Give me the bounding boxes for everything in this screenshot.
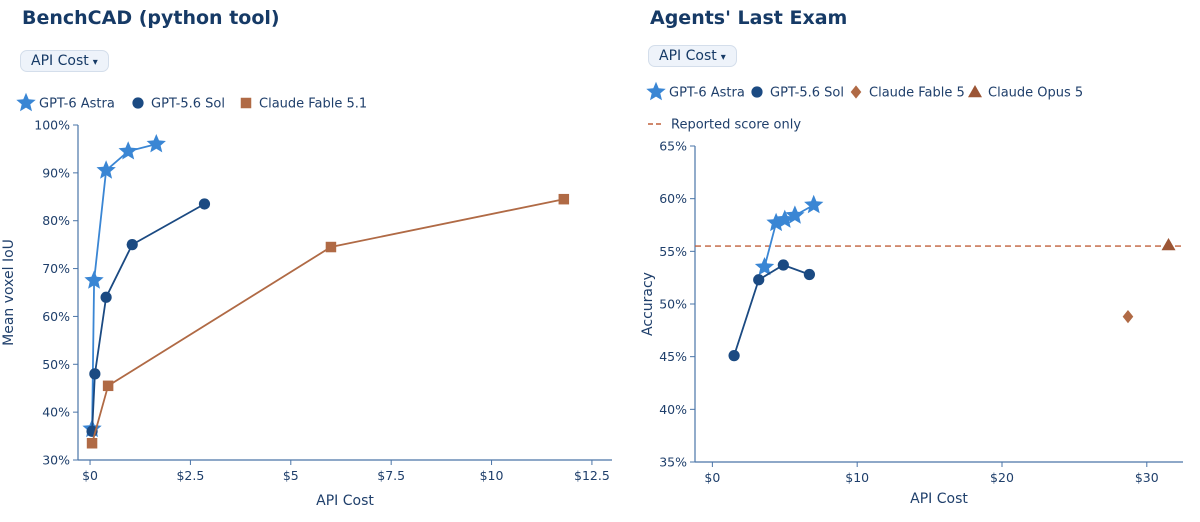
benchcad-data-point <box>89 368 101 380</box>
ale-legend-marker <box>646 81 666 101</box>
benchcad-data-point <box>102 380 114 392</box>
ale-series-line <box>733 264 810 356</box>
benchcad-data-point <box>118 141 138 160</box>
ale-data-point <box>1122 309 1134 324</box>
benchcad-x-tick-label: $0 <box>82 468 98 483</box>
ale-y-tick-label: 45% <box>659 349 687 364</box>
ale-y-tick-label: 50% <box>659 297 687 312</box>
benchcad-x-tick-label: $10 <box>480 468 504 483</box>
benchcad-data-point <box>198 198 211 210</box>
benchcad-data-point <box>100 291 112 303</box>
benchcad-data-point <box>126 239 138 251</box>
ale-legend-marker <box>850 85 862 99</box>
benchcad-cost-dropdown[interactable]: API Cost ▾ <box>20 50 109 72</box>
ale-x-tick-label: $0 <box>704 470 720 485</box>
chevron-down-icon: ▾ <box>92 57 98 68</box>
ale-y-tick-label: 35% <box>659 455 687 470</box>
ale-data-point <box>785 205 805 224</box>
benchcad-series-line <box>91 143 157 429</box>
benchcad-data-point <box>96 160 116 179</box>
dropdown-label: API Cost <box>31 53 89 69</box>
benchcad-y-tick-label: 40% <box>42 405 70 420</box>
benchcad-legend-label: Claude Fable 5.1 <box>259 97 367 112</box>
benchcad-title: BenchCAD (python tool) <box>22 7 280 29</box>
ale-legend-label: Claude Fable 5 <box>869 86 965 101</box>
ale-cost-dropdown[interactable]: API Cost ▾ <box>648 45 737 67</box>
benchcad-y-tick-label: 80% <box>42 213 70 228</box>
ale-legend-label: Claude Opus 5 <box>988 86 1083 101</box>
benchcad-series-line <box>91 203 205 432</box>
benchcad-series-line <box>91 198 564 444</box>
ale-y-axis-label: Accuracy <box>640 272 656 336</box>
benchcad-x-tick-label: $7.5 <box>377 468 405 483</box>
benchcad-y-tick-label: 50% <box>42 357 70 372</box>
ale-data-point <box>804 194 824 214</box>
benchcad-data-point <box>146 134 166 153</box>
ale-data-point <box>754 257 775 276</box>
benchcad-y-tick-label: 60% <box>42 309 70 324</box>
ale-y-tick-label: 65% <box>659 139 687 154</box>
benchcad-data-point <box>84 270 104 289</box>
ale-legend-label: GPT-5.6 Sol <box>770 86 844 101</box>
benchcad-legend-label: GPT-5.6 Sol <box>151 97 225 112</box>
benchcad-data-point <box>86 438 98 449</box>
benchcad-x-tick-label: $2.5 <box>176 468 204 483</box>
benchcad-x-tick-label: $5 <box>283 468 299 483</box>
benchcad-x-tick-label: $12.5 <box>574 468 610 483</box>
ale-y-tick-label: 40% <box>659 402 687 417</box>
benchcad-legend-marker <box>16 92 36 112</box>
benchcad-x-axis-label: API Cost <box>316 493 374 509</box>
ale-data-point <box>728 350 740 362</box>
ale-y-tick-label: 60% <box>659 191 687 206</box>
chevron-down-icon: ▾ <box>720 52 726 63</box>
ale-x-tick-label: $10 <box>845 470 869 485</box>
ale-legend-label: GPT-6 Astra <box>669 86 745 101</box>
ale-legend-label: Reported score only <box>671 118 801 133</box>
ale-title: Agents' Last Exam <box>650 7 848 29</box>
dropdown-label: API Cost <box>659 48 717 64</box>
ale-x-tick-label: $20 <box>990 470 1014 485</box>
ale-data-point <box>803 268 815 281</box>
benchcad-data-point <box>325 241 337 253</box>
benchcad-y-tick-label: 30% <box>42 453 70 468</box>
benchcad-y-tick-label: 90% <box>42 165 70 180</box>
ale-data-point <box>777 259 789 271</box>
benchcad-y-axis-label: Mean voxel IoU <box>1 239 17 346</box>
ale-data-point <box>1161 238 1176 251</box>
ale-legend-marker <box>968 85 982 98</box>
benchcad-legend-label: GPT-6 Astra <box>39 97 115 112</box>
ale-x-tick-label: $30 <box>1135 470 1159 485</box>
ale-y-tick-label: 55% <box>659 244 687 259</box>
benchcad-y-tick-label: 70% <box>42 261 70 276</box>
benchcad-data-point <box>558 193 570 205</box>
ale-legend-marker <box>751 86 763 98</box>
benchcad-y-tick-label: 100% <box>34 118 70 133</box>
benchcad-legend-marker <box>240 97 252 109</box>
ale-x-axis-label: API Cost <box>910 491 968 507</box>
benchcad-legend-marker <box>132 97 144 109</box>
ale-data-point <box>753 274 765 286</box>
